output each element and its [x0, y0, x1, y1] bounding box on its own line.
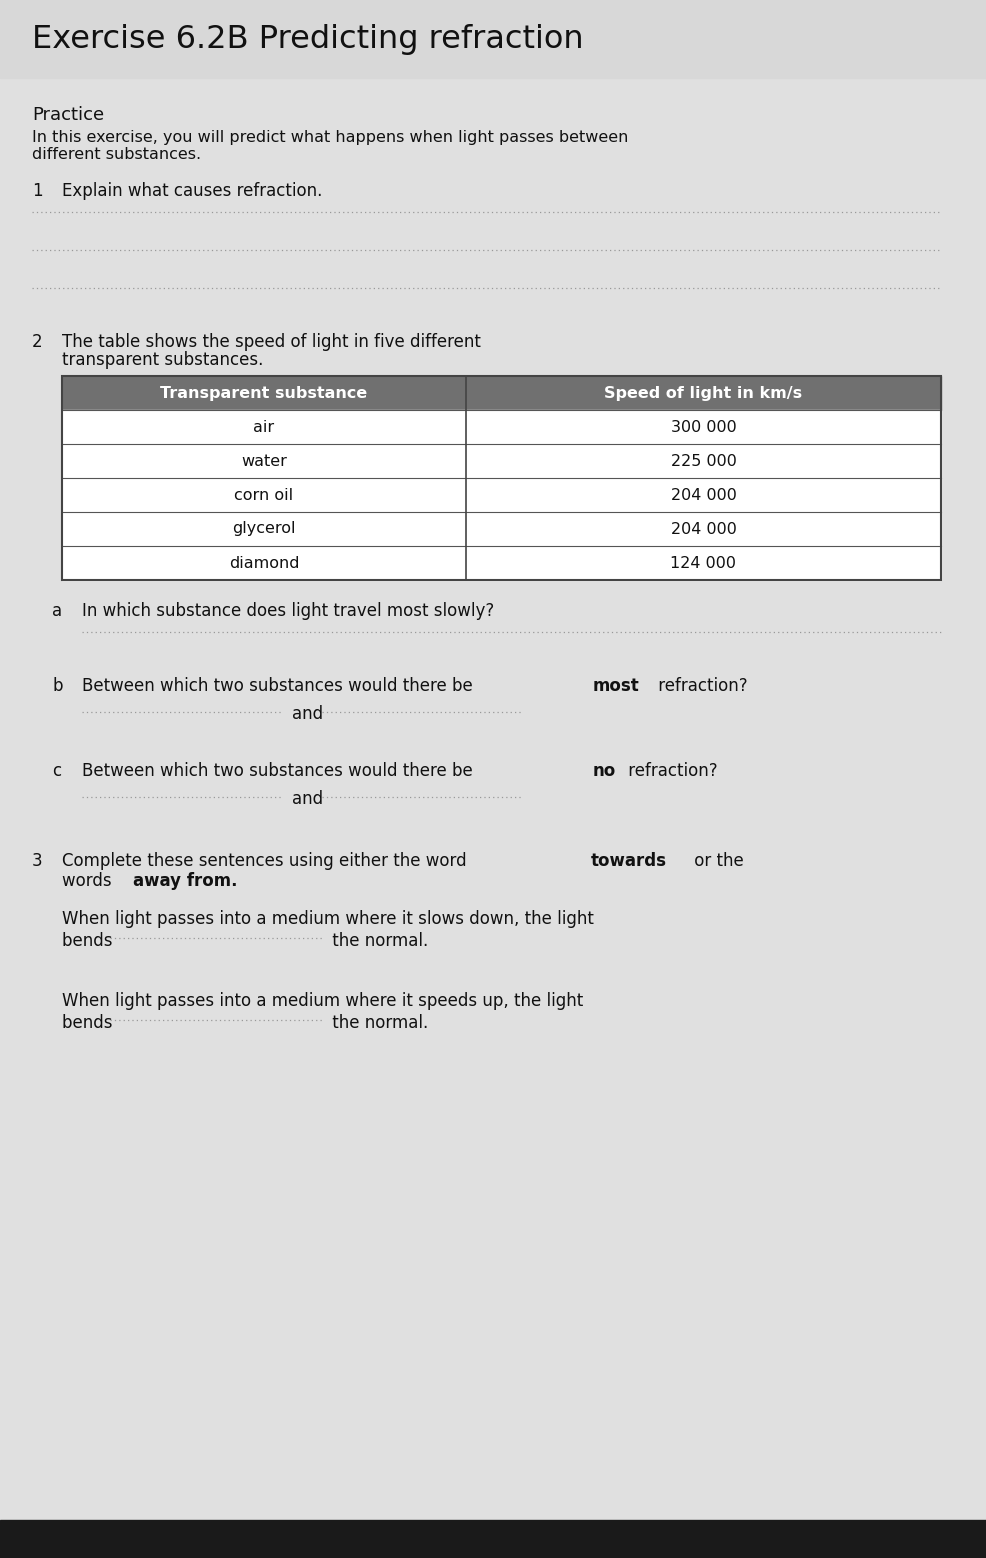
Text: 124 000: 124 000 [670, 556, 737, 570]
Text: and: and [292, 706, 323, 723]
Text: bends: bends [62, 932, 117, 950]
Text: most: most [593, 678, 640, 695]
Text: diamond: diamond [229, 556, 299, 570]
Text: 204 000: 204 000 [670, 522, 737, 536]
Text: c: c [52, 762, 61, 781]
Bar [62, 513, 941, 545]
Text: Between which two substances would there be: Between which two substances would there… [82, 762, 478, 781]
Text: In this exercise, you will predict what happens when light passes between: In this exercise, you will predict what … [32, 129, 628, 145]
Text: corn oil: corn oil [235, 488, 294, 503]
Text: Complete these sentences using either the word: Complete these sentences using either th… [62, 852, 472, 869]
Text: 225 000: 225 000 [670, 453, 737, 469]
Text: water: water [241, 453, 287, 469]
Text: or the: or the [689, 852, 743, 869]
Text: refraction?: refraction? [623, 762, 718, 781]
Text: glycerol: glycerol [233, 522, 296, 536]
Bar [62, 478, 941, 513]
Text: 3: 3 [32, 852, 42, 869]
Text: Practice: Practice [32, 106, 105, 125]
Bar [62, 444, 941, 478]
Text: no: no [593, 762, 616, 781]
Text: 2: 2 [32, 333, 42, 351]
Text: b: b [52, 678, 62, 695]
Bar [62, 410, 941, 444]
Text: a: a [52, 601, 62, 620]
Bar [0, 1521, 986, 1558]
Text: In which substance does light travel most slowly?: In which substance does light travel mos… [82, 601, 494, 620]
Text: the normal.: the normal. [327, 1014, 428, 1031]
Bar [0, 0, 986, 78]
Text: When light passes into a medium where it slows down, the light: When light passes into a medium where it… [62, 910, 594, 929]
Text: air: air [253, 419, 274, 435]
Text: 300 000: 300 000 [670, 419, 737, 435]
Text: The table shows the speed of light in five different: The table shows the speed of light in fi… [62, 333, 481, 351]
Bar [62, 545, 941, 580]
Text: Explain what causes refraction.: Explain what causes refraction. [62, 182, 322, 199]
Text: and: and [292, 790, 323, 809]
Text: When light passes into a medium where it speeds up, the light: When light passes into a medium where it… [62, 992, 584, 1010]
Bar [62, 375, 941, 580]
Text: 1: 1 [32, 182, 42, 199]
Text: bends: bends [62, 1014, 117, 1031]
Text: 204 000: 204 000 [670, 488, 737, 503]
Text: different substances.: different substances. [32, 146, 201, 162]
Text: Transparent substance: Transparent substance [161, 385, 368, 400]
Bar [62, 375, 941, 410]
Text: towards: towards [591, 852, 667, 869]
Text: transparent substances.: transparent substances. [62, 351, 263, 369]
Text: words: words [62, 872, 117, 890]
Text: Exercise 6.2B Predicting refraction: Exercise 6.2B Predicting refraction [32, 23, 584, 55]
Text: Speed of light in km/s: Speed of light in km/s [604, 385, 803, 400]
Text: away from.: away from. [133, 872, 238, 890]
Text: the normal.: the normal. [327, 932, 428, 950]
Text: refraction?: refraction? [654, 678, 748, 695]
Text: Between which two substances would there be: Between which two substances would there… [82, 678, 478, 695]
